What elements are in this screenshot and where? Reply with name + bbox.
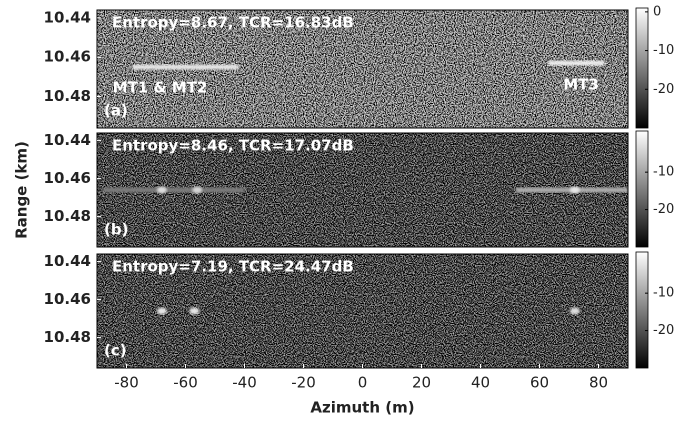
x-tick-label: -60 bbox=[173, 374, 198, 392]
x-tick-label: 60 bbox=[530, 374, 549, 392]
colorbar bbox=[635, 7, 649, 129]
x-tick-label: 40 bbox=[471, 374, 490, 392]
panel bbox=[97, 254, 628, 368]
y-tick-label: 10.48 bbox=[44, 207, 91, 225]
speckle bbox=[97, 254, 628, 368]
annotation: MT1 & MT2 bbox=[113, 79, 208, 97]
target-spot bbox=[569, 307, 580, 315]
target-spot bbox=[156, 307, 167, 315]
x-tick-label: 20 bbox=[412, 374, 431, 392]
target-spot bbox=[156, 186, 167, 194]
x-tick-label: 0 bbox=[358, 374, 368, 392]
target-streak bbox=[132, 64, 239, 70]
x-tick-label: -40 bbox=[232, 374, 257, 392]
panel bbox=[97, 10, 628, 128]
annotation: MT3 bbox=[563, 76, 599, 94]
target-spot bbox=[189, 307, 200, 315]
colorbar bbox=[635, 130, 649, 248]
panel-title: Entropy=8.67, TCR=16.83dB bbox=[112, 14, 354, 32]
y-tick-label: 10.46 bbox=[44, 169, 91, 187]
colorbar-tick-label: -10 bbox=[653, 286, 674, 301]
colorbar-tick-label: 0 bbox=[653, 4, 661, 19]
colorbar-tick-label: -20 bbox=[653, 202, 674, 217]
panel-label: (c) bbox=[104, 342, 127, 360]
colorbar bbox=[635, 251, 649, 369]
colorbar-tick-label: -10 bbox=[653, 165, 674, 180]
target-streak bbox=[548, 60, 605, 66]
x-axis-label: Azimuth (m) bbox=[310, 399, 414, 417]
target-spot bbox=[569, 186, 580, 194]
panel-frame bbox=[96, 9, 629, 129]
y-tick-label: 10.44 bbox=[44, 131, 91, 149]
panel-frame bbox=[96, 132, 629, 248]
panel-title: Entropy=8.46, TCR=17.07dB bbox=[112, 137, 354, 155]
colorbar-tick-label: -10 bbox=[653, 43, 674, 58]
panel-label: (a) bbox=[104, 102, 128, 120]
panel-label: (b) bbox=[104, 221, 128, 239]
x-tick-label: 80 bbox=[589, 374, 608, 392]
panel bbox=[97, 133, 628, 247]
target-streak bbox=[102, 187, 245, 193]
y-tick-label: 10.44 bbox=[44, 8, 91, 26]
y-tick-label: 10.44 bbox=[44, 252, 91, 270]
y-tick-label: 10.46 bbox=[44, 48, 91, 66]
x-tick-label: -80 bbox=[114, 374, 139, 392]
panel-title: Entropy=7.19, TCR=24.47dB bbox=[112, 258, 354, 276]
colorbar-tick-label: -20 bbox=[653, 323, 674, 338]
x-tick-label: -20 bbox=[291, 374, 316, 392]
y-tick-label: 10.48 bbox=[44, 87, 91, 105]
colorbar-tick-label: -20 bbox=[653, 82, 674, 97]
y-axis-label: Range (km) bbox=[13, 141, 31, 239]
y-tick-label: 10.46 bbox=[44, 290, 91, 308]
y-tick-label: 10.48 bbox=[44, 328, 91, 346]
target-spot bbox=[192, 186, 203, 194]
